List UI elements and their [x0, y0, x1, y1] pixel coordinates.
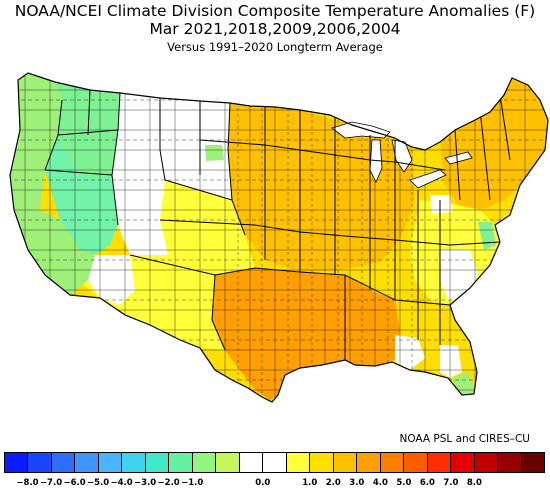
division-boundaries — [10, 73, 548, 402]
colorbar-swatch — [75, 453, 99, 472]
colorbar-tick-label: −1.0 — [181, 478, 204, 488]
colorbar-tick-label: 7.0 — [443, 478, 459, 488]
colorbar-tick-label: 3.0 — [349, 478, 365, 488]
region-normal-southeast — [440, 250, 478, 300]
colorbar — [4, 452, 545, 473]
colorbar-swatch — [5, 453, 29, 472]
lake-ontario — [444, 151, 473, 165]
region-normal-ohio — [430, 195, 452, 214]
map-subtitle-years: Mar 2021,2018,2009,2006,2004 — [149, 20, 401, 38]
colorbar-swatch — [451, 453, 475, 472]
region-normal-gulf — [395, 335, 425, 370]
colorbar-swatch — [380, 453, 405, 472]
colorbar-swatch — [286, 453, 311, 472]
colorbar-labels: −8.0 −7.0 −6.0 −5.0 −4.0 −3.0 −2.0 −1.0 0.0 1.0 2.… — [0, 478, 550, 492]
region-socal — [40, 210, 95, 295]
colorbar-swatch — [427, 453, 452, 472]
credit-label: NOAA PSL and CIRES–CU — [399, 433, 531, 445]
colorbar-swatch — [98, 453, 123, 472]
colorbar-tick-label: −2.0 — [157, 478, 180, 488]
us-outline — [9, 72, 549, 403]
region-normal-rockies — [112, 93, 232, 255]
colorbar-swatch — [498, 453, 522, 472]
colorbar-swatch — [404, 453, 428, 472]
colorbar-tick-label: 8.0 — [466, 478, 482, 488]
colorbar-tick-label: −4.0 — [110, 478, 133, 488]
title-block: NOAA/NCEI Climate Division Composite Tem… — [0, 2, 550, 55]
region-south-central — [212, 268, 400, 400]
colorbar-swatch — [28, 453, 52, 472]
colorbar-tick-label: −5.0 — [86, 478, 110, 488]
colorbar-tick-label: −3.0 — [134, 478, 157, 488]
colorbar-tick-label: 6.0 — [419, 478, 435, 488]
colorbar-swatch — [145, 453, 170, 472]
colorbar-tick-label: 5.0 — [396, 478, 412, 488]
colorbar-swatch — [169, 453, 193, 472]
state-boundaries — [44, 89, 511, 360]
colorbar-swatch — [239, 453, 264, 472]
colorbar-swatch — [263, 453, 287, 472]
colorbar-swatch — [122, 453, 146, 472]
colorbar-tick-label: 1.0 — [302, 478, 318, 488]
colorbar-swatch — [216, 453, 240, 472]
region-green-wyoming — [205, 145, 224, 161]
region-northeast — [440, 78, 548, 210]
us-climate-division-map — [0, 60, 550, 435]
colorbar-swatch — [192, 453, 217, 472]
map-title: NOAA/NCEI Climate Division Composite Tem… — [14, 2, 536, 20]
colorbar-tick-label: 2.0 — [325, 478, 341, 488]
colorbar-tick-label: −7.0 — [39, 478, 63, 488]
map-subtitle-baseline: Versus 1991–2020 Longterm Average — [167, 40, 383, 54]
colorbar-swatch — [474, 453, 499, 472]
colorbar-tick-label: 0.0 — [255, 478, 271, 488]
region-midwest — [228, 103, 415, 272]
region-central-plains — [160, 180, 255, 275]
colorbar-tick-label: −8.0 — [16, 478, 39, 488]
colorbar-swatch — [521, 453, 545, 472]
colorbar-swatch — [310, 453, 334, 472]
colorbar-tick-label: −6.0 — [63, 478, 86, 488]
lake-erie — [409, 169, 447, 189]
colorbar-swatch — [357, 453, 381, 472]
great-lakes — [331, 121, 473, 189]
colorbar-swatch — [333, 453, 358, 472]
colorbar-swatch — [51, 453, 76, 472]
colorbar-tick-label: 4.0 — [372, 478, 388, 488]
